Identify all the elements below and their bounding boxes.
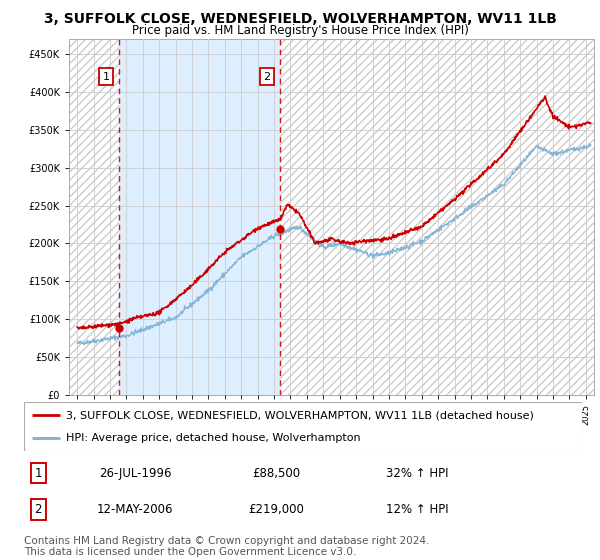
Text: Price paid vs. HM Land Registry's House Price Index (HPI): Price paid vs. HM Land Registry's House … bbox=[131, 24, 469, 36]
Bar bbox=[69, 39, 594, 395]
Text: 1: 1 bbox=[35, 466, 42, 479]
Text: 12-MAY-2006: 12-MAY-2006 bbox=[97, 503, 173, 516]
Text: 1: 1 bbox=[103, 72, 110, 82]
Bar bbox=[119, 39, 280, 395]
Text: 3, SUFFOLK CLOSE, WEDNESFIELD, WOLVERHAMPTON, WV11 1LB (detached house): 3, SUFFOLK CLOSE, WEDNESFIELD, WOLVERHAM… bbox=[66, 410, 534, 421]
Text: 2: 2 bbox=[35, 503, 42, 516]
Text: Contains HM Land Registry data © Crown copyright and database right 2024.
This d: Contains HM Land Registry data © Crown c… bbox=[24, 535, 430, 557]
Text: 2: 2 bbox=[263, 72, 271, 82]
Text: 26-JUL-1996: 26-JUL-1996 bbox=[99, 466, 172, 479]
Text: HPI: Average price, detached house, Wolverhampton: HPI: Average price, detached house, Wolv… bbox=[66, 433, 361, 443]
Text: 32% ↑ HPI: 32% ↑ HPI bbox=[386, 466, 449, 479]
Text: 12% ↑ HPI: 12% ↑ HPI bbox=[386, 503, 449, 516]
Text: £88,500: £88,500 bbox=[253, 466, 301, 479]
Text: £219,000: £219,000 bbox=[248, 503, 304, 516]
Text: 3, SUFFOLK CLOSE, WEDNESFIELD, WOLVERHAMPTON, WV11 1LB: 3, SUFFOLK CLOSE, WEDNESFIELD, WOLVERHAM… bbox=[44, 12, 556, 26]
